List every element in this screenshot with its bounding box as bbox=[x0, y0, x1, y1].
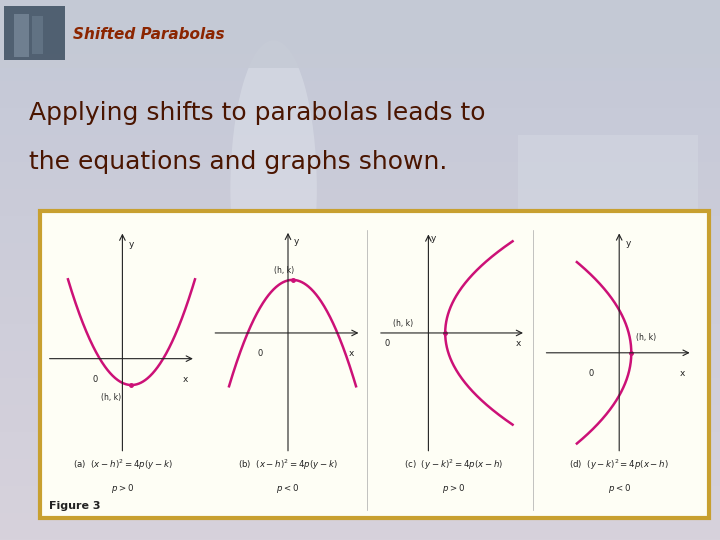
Text: (h, k): (h, k) bbox=[274, 266, 294, 275]
Text: y: y bbox=[431, 234, 436, 244]
Bar bbox=[14, 14, 29, 57]
Text: (a)  $(x - h)^2 = 4p(y - k)$: (a) $(x - h)^2 = 4p(y - k)$ bbox=[73, 457, 172, 471]
Text: Figure 3: Figure 3 bbox=[49, 501, 101, 511]
Text: x: x bbox=[516, 340, 521, 348]
Text: $p < 0$: $p < 0$ bbox=[608, 482, 631, 495]
Text: (h, k): (h, k) bbox=[393, 319, 413, 328]
Bar bbox=[32, 16, 43, 54]
Text: y: y bbox=[625, 239, 631, 248]
Text: x: x bbox=[183, 375, 188, 383]
Text: 0: 0 bbox=[384, 340, 390, 348]
Text: x: x bbox=[680, 369, 685, 377]
Text: x: x bbox=[348, 349, 354, 358]
Text: $p < 0$: $p < 0$ bbox=[276, 482, 300, 495]
Text: $p > 0$: $p > 0$ bbox=[442, 482, 465, 495]
Text: (h, k): (h, k) bbox=[102, 393, 122, 402]
Text: y: y bbox=[294, 238, 300, 246]
Text: 0: 0 bbox=[92, 375, 97, 383]
Bar bbox=[0, 0, 720, 68]
Text: the equations and graphs shown.: the equations and graphs shown. bbox=[29, 150, 447, 174]
Text: $p > 0$: $p > 0$ bbox=[111, 482, 134, 495]
Bar bbox=[518, 135, 698, 378]
Text: (b)  $(x - h)^2 = 4p(y - k)$: (b) $(x - h)^2 = 4p(y - k)$ bbox=[238, 457, 338, 471]
Text: Applying shifts to parabolas leads to: Applying shifts to parabolas leads to bbox=[29, 102, 485, 125]
Text: 0: 0 bbox=[258, 349, 263, 358]
Text: (c)  $(y - k)^2 = 4p(x - h)$: (c) $(y - k)^2 = 4p(x - h)$ bbox=[404, 457, 503, 471]
Text: (h, k): (h, k) bbox=[636, 333, 656, 342]
Text: 0: 0 bbox=[589, 369, 594, 377]
Text: (d)  $(y - k)^2 = 4p(x - h)$: (d) $(y - k)^2 = 4p(x - h)$ bbox=[570, 457, 669, 471]
Text: y: y bbox=[128, 240, 134, 249]
Text: Shifted Parabolas: Shifted Parabolas bbox=[73, 27, 225, 42]
Ellipse shape bbox=[230, 40, 317, 338]
Bar bbox=[40, 211, 709, 518]
Bar bbox=[4, 6, 65, 60]
